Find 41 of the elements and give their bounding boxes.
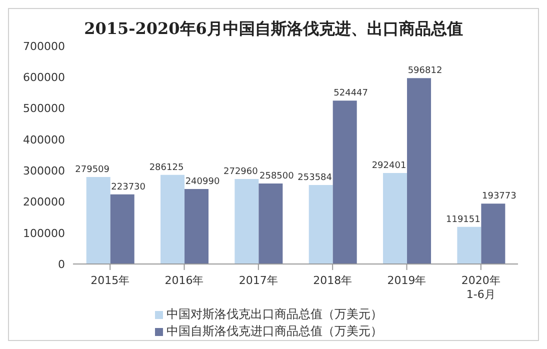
x-tick-label: 2016年 <box>164 274 204 287</box>
bar <box>457 226 482 264</box>
data-label: 524447 <box>334 88 368 99</box>
data-label: 240990 <box>185 176 220 187</box>
x-tick-label: 2018年 <box>313 274 352 287</box>
x-tick-label: 2017年 <box>238 274 278 287</box>
bar <box>332 100 357 264</box>
data-label: 193773 <box>482 192 516 202</box>
x-tick-label: 2020年 1-6月 <box>461 274 500 301</box>
bar <box>407 78 432 264</box>
bar <box>308 185 333 264</box>
legend-label: 中国对斯洛伐克出口商品总值（万美元） <box>166 307 382 321</box>
x-tick-label: 2019年 <box>387 274 426 287</box>
data-label: 253584 <box>298 173 332 184</box>
data-label: 223730 <box>111 182 146 192</box>
bar <box>234 178 259 264</box>
data-label: 596812 <box>408 66 442 76</box>
bar <box>160 174 185 264</box>
bar <box>184 188 209 264</box>
bar <box>258 183 283 264</box>
y-tick-label: 500000 <box>23 102 65 116</box>
bar <box>110 194 134 264</box>
x-tick-label: 2015年 <box>90 274 130 287</box>
y-tick-label: 700000 <box>23 40 65 53</box>
y-tick-label: 0 <box>58 258 65 271</box>
bar <box>383 172 408 264</box>
y-tick-label: 300000 <box>23 164 65 178</box>
data-label: 279509 <box>75 164 110 175</box>
data-label: 292401 <box>372 160 406 171</box>
data-label: 258500 <box>260 171 294 182</box>
data-label: 286125 <box>149 162 184 173</box>
y-tick-label: 100000 <box>23 226 65 240</box>
y-tick-label: 200000 <box>23 196 65 209</box>
data-label: 272960 <box>224 166 258 177</box>
y-tick-label: 400000 <box>23 133 65 146</box>
legend-label: 中国自斯洛伐克进口商品总值（万美元） <box>166 324 382 338</box>
chart-title: 2015-2020年6月中国自斯洛伐克进、出口商品总值 <box>83 19 464 40</box>
bar <box>86 176 110 264</box>
y-tick-label: 600000 <box>23 71 65 84</box>
data-label: 119151 <box>446 214 480 225</box>
bar <box>481 204 506 264</box>
